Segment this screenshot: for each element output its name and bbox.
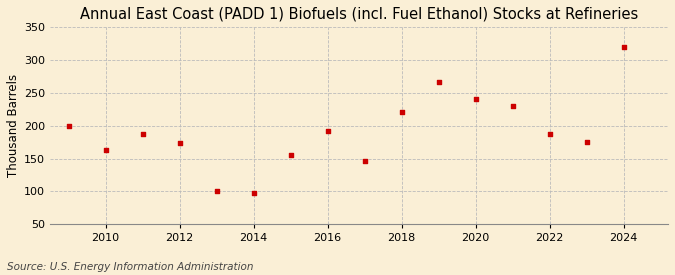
Point (137, 131, 148, 136)
Point (618, 45, 629, 49)
Point (211, 189, 222, 194)
Point (248, 191, 259, 196)
Point (286, 152, 296, 157)
Point (359, 159, 370, 163)
Point (507, 104, 518, 108)
Point (63, 123, 74, 128)
Title: Annual East Coast (PADD 1) Biofuels (incl. Fuel Ethanol) Stocks at Refineries: Annual East Coast (PADD 1) Biofuels (inc… (80, 7, 638, 22)
Text: Source: U.S. Energy Information Administration: Source: U.S. Energy Information Administ… (7, 262, 253, 272)
Point (433, 80, 444, 85)
Point (322, 129, 333, 133)
Point (581, 139, 592, 144)
Point (396, 110, 407, 114)
Point (470, 97, 481, 101)
Y-axis label: Thousand Barrels: Thousand Barrels (7, 74, 20, 177)
Point (544, 131, 555, 136)
Point (174, 141, 185, 145)
Point (100, 148, 111, 152)
